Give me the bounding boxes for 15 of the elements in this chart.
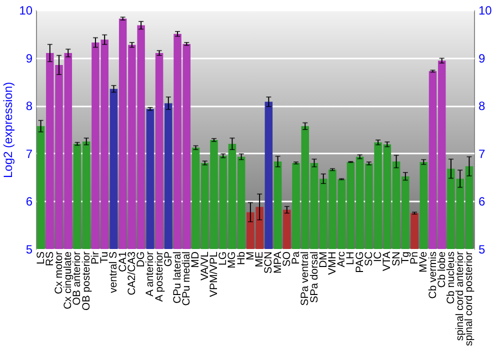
y2-tick-label: 9 (478, 51, 486, 66)
y-tick-label: 7 (26, 146, 33, 161)
x-tick-label: MVe (418, 251, 430, 273)
x-tick-label: spinal cord posterior (463, 250, 476, 346)
y2-tick-label: 5 (478, 242, 486, 256)
y-tick-label: 8 (26, 99, 33, 114)
y-tick-label: 10 (19, 4, 33, 18)
y2-tick-label: 7 (478, 146, 486, 161)
y-axis-title: Log2 (expression) (1, 82, 16, 178)
y-tick-label: 6 (26, 194, 33, 209)
y2-tick-label: 10 (478, 4, 492, 18)
y2-tick-label: 8 (478, 99, 486, 114)
y-tick-label: 9 (26, 51, 33, 66)
y2-tick-label: 6 (478, 194, 486, 209)
y-tick-label: 5 (26, 242, 33, 256)
